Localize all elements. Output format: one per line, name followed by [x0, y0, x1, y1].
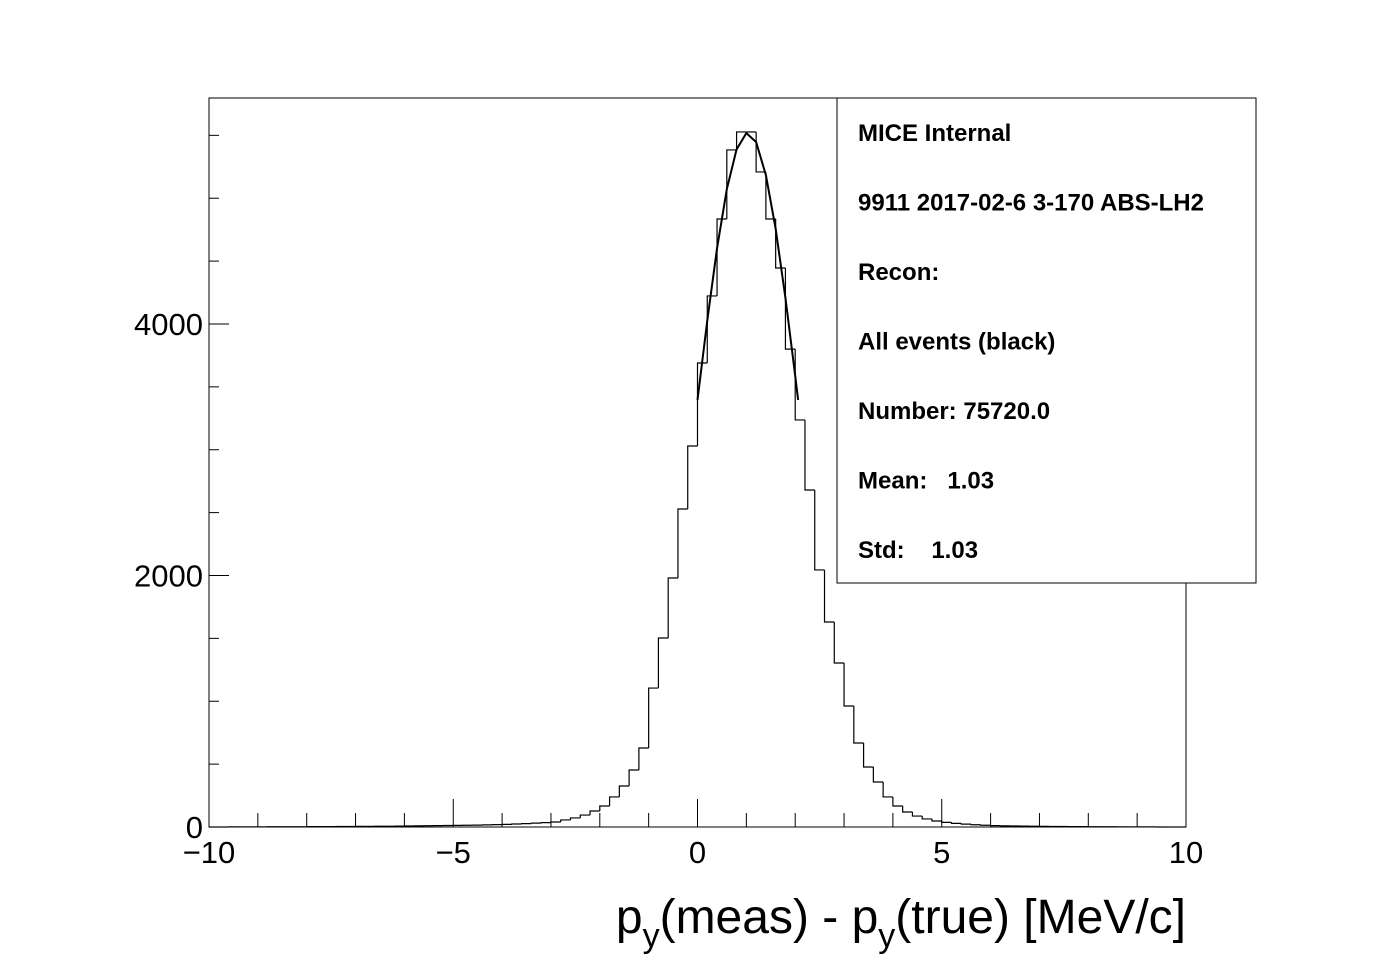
histogram-bin	[921, 816, 932, 820]
histogram-bin	[853, 706, 864, 744]
stats-line: All events (black)	[858, 329, 1055, 356]
histogram-bin	[902, 805, 913, 813]
x-axis-label-part: (true) [MeV/c]	[895, 891, 1186, 944]
x-axis-label-part: (meas) - p	[660, 891, 879, 944]
stats-line: Mean: 1.03	[858, 468, 994, 495]
x-axis-label: py(meas) - py(true) [MeV/c]	[616, 891, 1186, 955]
stats-line: Recon:	[858, 259, 939, 286]
x-tick-label: 5	[933, 835, 950, 870]
histogram-bin	[950, 822, 962, 824]
histogram-bin	[823, 569, 835, 623]
fit-curve	[696, 131, 800, 401]
stats-line: 9911 2017-02-6 3-170 ABS-LH2	[858, 190, 1204, 217]
histogram-bin	[618, 785, 630, 797]
histogram-bin	[911, 812, 923, 817]
histogram-bin	[540, 821, 551, 824]
histogram-bin	[599, 805, 610, 812]
x-tick-label: 10	[1169, 835, 1203, 870]
x-axis-label-subscript: y	[643, 917, 660, 955]
histogram-bin	[931, 818, 942, 822]
x-tick-label: 0	[689, 835, 706, 870]
histogram-bin	[628, 769, 639, 787]
histogram-bin	[696, 362, 708, 446]
histogram-bin	[677, 508, 688, 579]
histogram-bin	[872, 767, 884, 783]
histogram-bin	[579, 814, 591, 818]
histogram-bin	[550, 821, 561, 823]
histogram-bin	[843, 663, 854, 707]
histogram-bin	[667, 577, 678, 638]
histogram-bin	[980, 824, 991, 826]
histogram-bin	[970, 824, 981, 826]
stats-line: Std: 1.03	[858, 537, 978, 564]
histogram-bin	[638, 747, 649, 771]
histogram-bin	[530, 822, 542, 824]
histogram-bin	[716, 218, 727, 296]
y-tick-label: 0	[186, 810, 203, 845]
histogram-bin	[648, 687, 659, 749]
histogram-bin	[882, 781, 893, 798]
histogram-bin	[814, 489, 825, 571]
y-tick-label: 4000	[134, 307, 203, 342]
histogram-bin	[706, 295, 718, 363]
histogram-bin	[941, 820, 952, 823]
stats-line: Number: 75720.0	[858, 398, 1050, 425]
x-axis-label-part: p	[616, 891, 643, 944]
histogram-bin	[569, 817, 581, 820]
histogram-bin	[892, 796, 903, 807]
stats-box	[836, 97, 1257, 584]
histogram-bin	[589, 810, 600, 816]
stats-line: MICE Internal	[858, 120, 1011, 147]
histogram-bin	[608, 796, 620, 806]
histogram-bin	[833, 622, 845, 664]
histogram-bin	[726, 149, 737, 219]
histogram-bin	[657, 637, 669, 689]
x-axis-label-subscript: y	[878, 917, 895, 955]
histogram-bin	[765, 171, 776, 220]
x-tick-label: −5	[436, 835, 471, 870]
histogram-bin	[687, 445, 698, 509]
histogram-bin	[804, 419, 815, 491]
histogram-bin	[560, 819, 571, 822]
histogram-bin	[735, 131, 747, 150]
histogram-bin	[862, 742, 874, 768]
y-tick-label: 2000	[134, 558, 203, 593]
x-tick-label: −10	[183, 835, 236, 870]
histogram-bin	[960, 823, 972, 825]
